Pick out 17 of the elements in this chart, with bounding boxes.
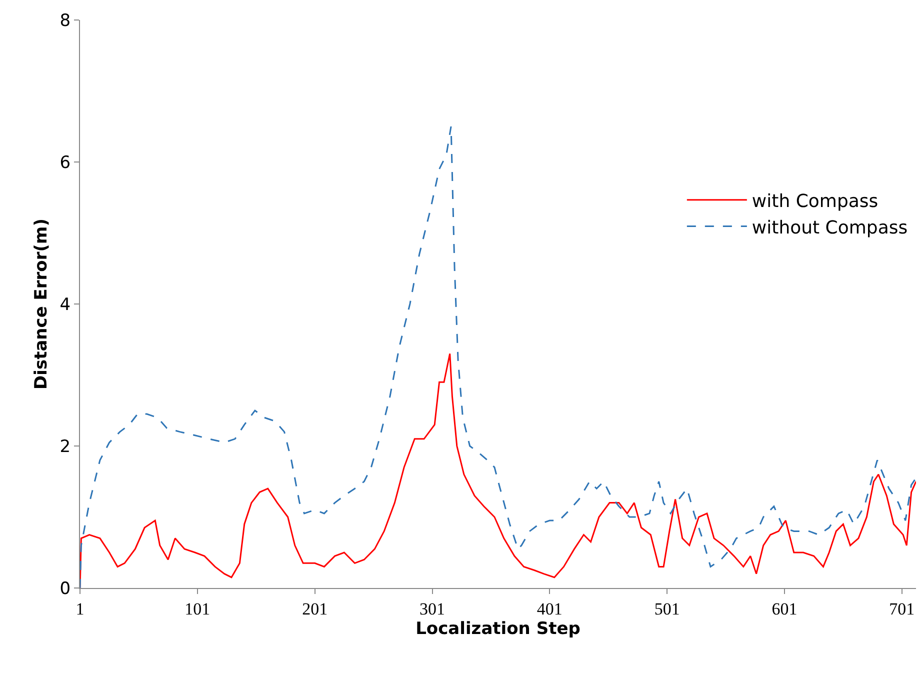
legend-label: with Compass [752, 190, 878, 212]
y-axis-title: Distance Error(m) [31, 218, 52, 390]
x-tick-label: 1 [76, 599, 84, 618]
x-tick-label: 501 [654, 599, 680, 618]
y-tick-label: 0 [60, 578, 71, 599]
x-tick-label: 601 [772, 599, 798, 618]
x-tick-label: 201 [302, 599, 328, 618]
x-tick-label: 301 [420, 599, 445, 618]
y-tick-label: 8 [60, 10, 71, 31]
y-tick-label: 2 [60, 436, 71, 457]
y-tick-label: 4 [60, 294, 71, 315]
x-axis-title: Localization Step [416, 618, 580, 639]
x-tick-label: 101 [184, 599, 210, 618]
y-tick-label: 6 [60, 152, 71, 173]
legend-label: without Compass [752, 217, 908, 238]
x-tick-label: 401 [536, 599, 562, 618]
x-tick-label: 701 [889, 599, 915, 618]
